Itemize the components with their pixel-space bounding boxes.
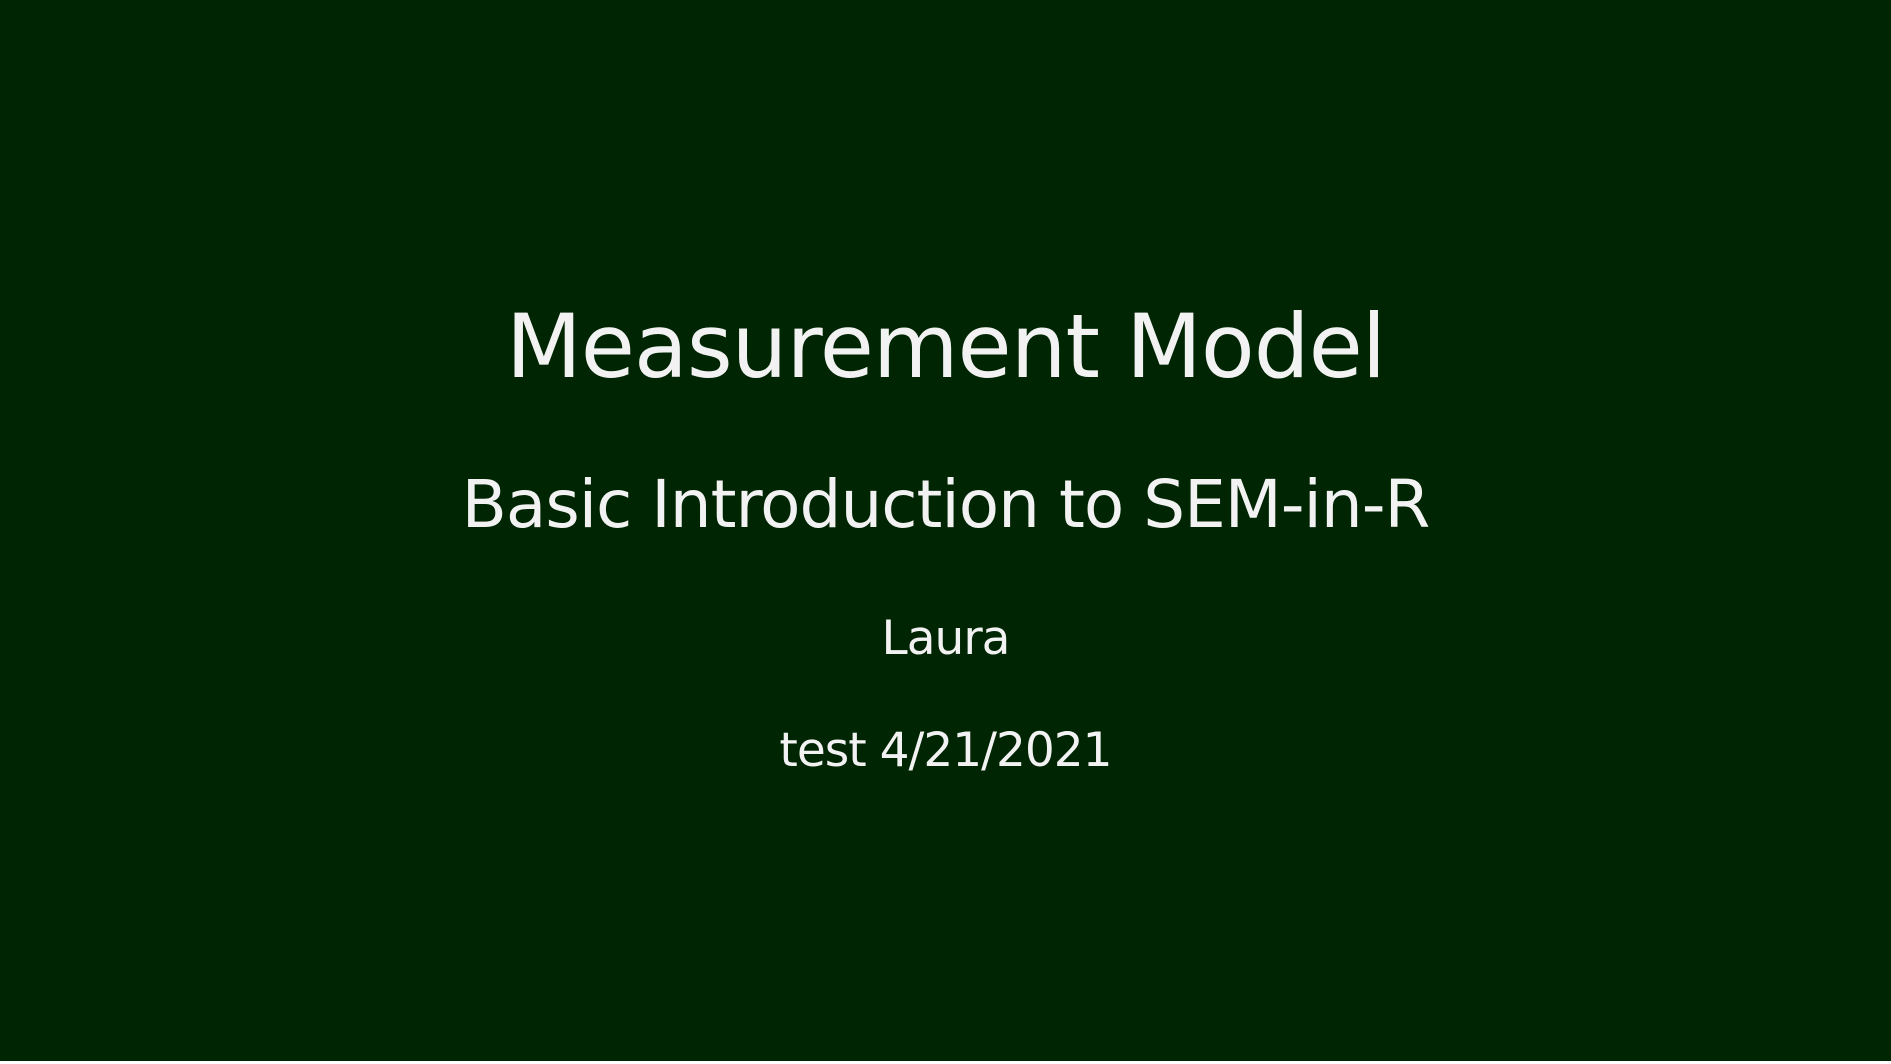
slide-subtitle: Basic Introduction to SEM-in-R — [461, 466, 1431, 543]
slide-author: Laura — [881, 611, 1011, 666]
slide-title: Measurement Model — [505, 295, 1386, 398]
slide-date: test 4/21/2021 — [779, 723, 1112, 778]
